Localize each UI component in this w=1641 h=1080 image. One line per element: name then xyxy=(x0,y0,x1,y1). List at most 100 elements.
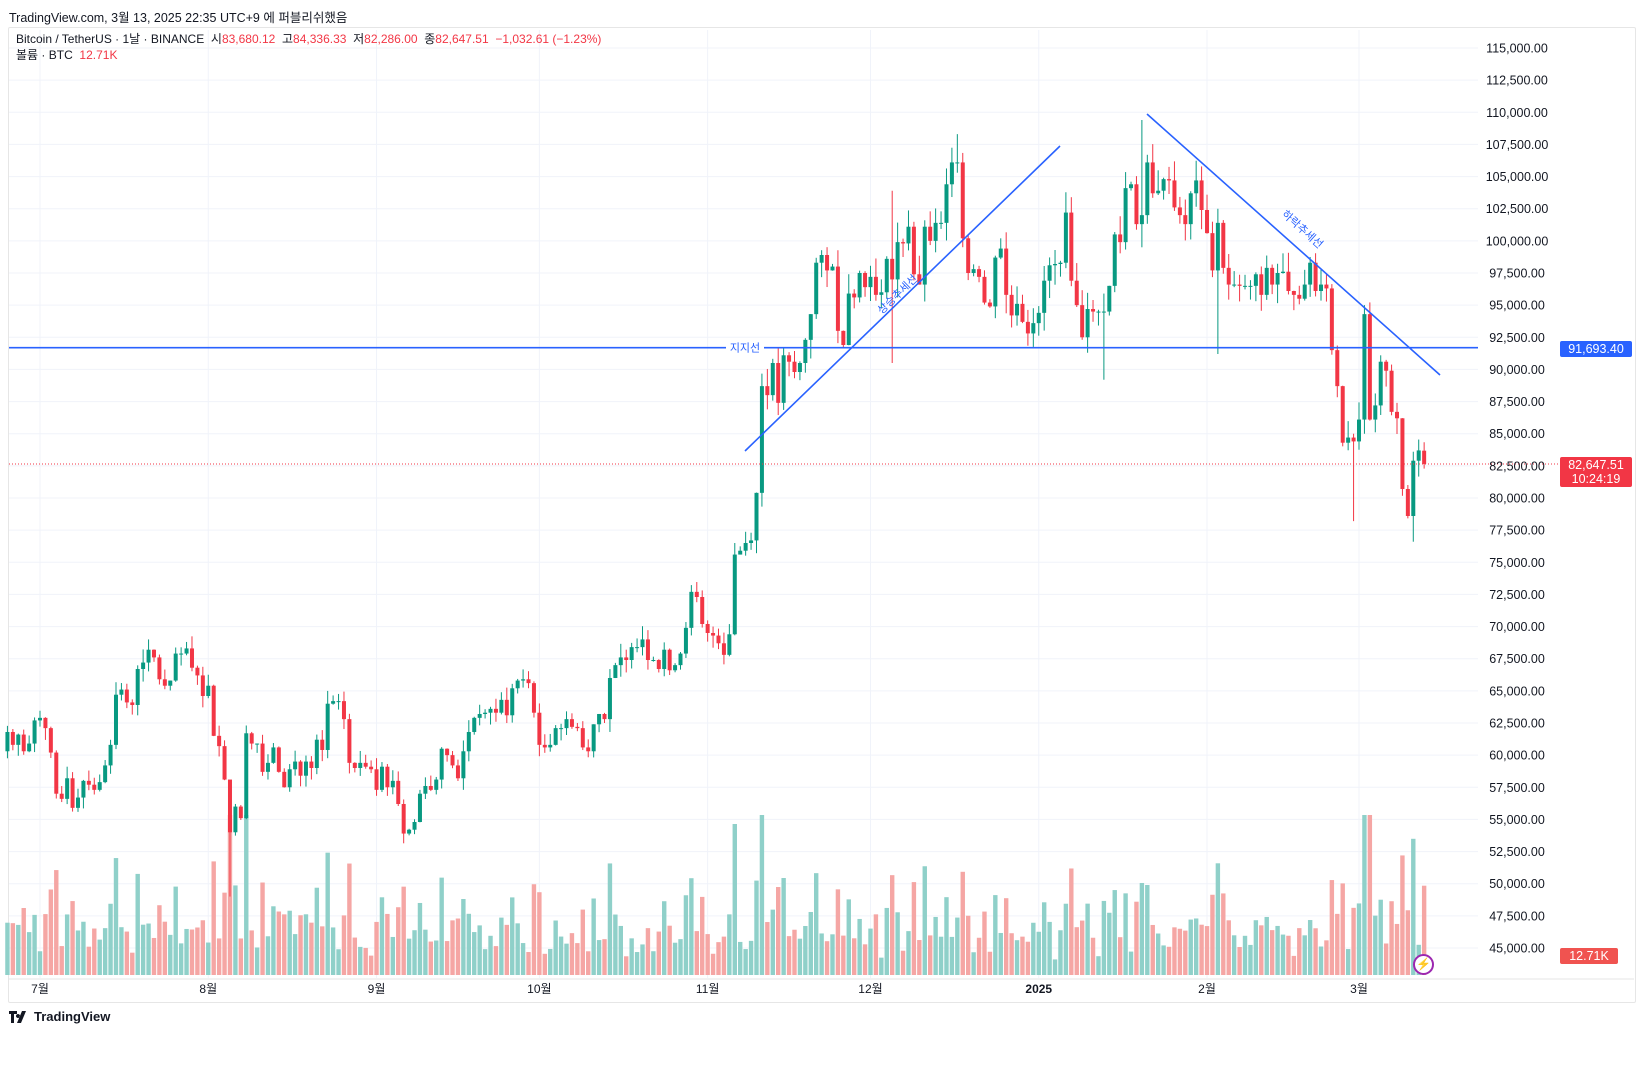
volume-bar xyxy=(325,852,330,975)
volume-bars xyxy=(5,815,1427,975)
candle-up xyxy=(933,222,938,241)
volume-bar xyxy=(602,939,607,975)
volume-bar xyxy=(629,938,634,975)
candle-down xyxy=(705,623,710,633)
candle-down xyxy=(1118,234,1123,243)
candle-up xyxy=(75,797,80,808)
candle-down xyxy=(211,685,216,736)
volume-bar xyxy=(1231,935,1237,975)
time-tick-label: 7월 xyxy=(31,982,49,996)
candle-up xyxy=(379,766,384,790)
symbol-title[interactable]: Bitcoin / TetherUS · 1날 · BINANCE xyxy=(16,32,205,46)
candle-down xyxy=(960,162,965,239)
candle-up xyxy=(1058,262,1063,264)
candle-up xyxy=(244,733,249,819)
candle-down xyxy=(1313,262,1318,291)
candle-down xyxy=(385,766,390,788)
volume-title[interactable]: 볼륨 · BTC xyxy=(16,47,73,62)
volume-bar xyxy=(596,940,602,975)
volume-bar xyxy=(135,873,140,975)
time-tick-label: 8월 xyxy=(199,982,217,996)
candle-down xyxy=(1199,180,1204,210)
candle-up xyxy=(1308,262,1313,285)
candle-down xyxy=(450,755,455,766)
volume-bar xyxy=(396,907,401,975)
candle-up xyxy=(749,540,754,543)
time-tick-label: 2025 xyxy=(1025,982,1052,996)
candle-up xyxy=(846,293,851,345)
candle-down xyxy=(1384,361,1389,371)
tradingview-logo[interactable]: TradingView xyxy=(9,1009,110,1024)
volume-bar xyxy=(949,936,955,975)
volume-bar xyxy=(1128,951,1134,975)
volume-bar xyxy=(347,863,352,975)
time-tick-label: 9월 xyxy=(368,982,386,996)
price-tick-label: 110,000.00 xyxy=(1486,106,1548,120)
volume-bar xyxy=(873,914,879,975)
candle-down xyxy=(238,806,243,819)
volume-bar xyxy=(1226,920,1231,975)
volume-bar xyxy=(265,936,271,975)
volume-bar xyxy=(721,936,727,975)
candle-down xyxy=(320,739,325,750)
volume-bar xyxy=(710,953,716,975)
candle-up xyxy=(618,657,623,666)
volume-bar xyxy=(998,932,1003,975)
candle-down xyxy=(542,744,547,748)
candle-down xyxy=(1422,450,1427,464)
volume-bar xyxy=(993,895,998,975)
volume-bar xyxy=(694,931,699,975)
volume-bar xyxy=(1188,919,1193,975)
volume-bar xyxy=(330,927,336,975)
candle-down xyxy=(222,746,227,780)
candle-down xyxy=(352,762,357,768)
candle-down xyxy=(124,689,129,703)
volume-bar xyxy=(531,884,537,975)
volume-bar xyxy=(1335,913,1340,975)
candle-up xyxy=(1036,312,1041,324)
price-tick-label: 90,000.00 xyxy=(1489,363,1545,377)
candle-up xyxy=(515,680,520,689)
volume-bar xyxy=(1394,923,1400,975)
price-tick-label: 72,500.00 xyxy=(1489,588,1545,602)
volume-bar xyxy=(119,927,124,975)
price-tick-label: 57,500.00 xyxy=(1489,781,1545,795)
candle-down xyxy=(531,683,536,713)
candle-down xyxy=(1286,271,1291,291)
candle-up xyxy=(1015,303,1020,316)
volume-bar xyxy=(81,921,86,975)
candle-down xyxy=(1389,370,1394,412)
volume-bar xyxy=(1264,916,1269,975)
volume-bar xyxy=(792,929,797,975)
candle-up xyxy=(417,793,422,822)
volume-bar xyxy=(808,911,813,975)
candle-up xyxy=(781,355,786,403)
candle-up xyxy=(971,269,976,273)
lightning-icon[interactable]: ⚡ xyxy=(1413,954,1434,975)
candle-down xyxy=(1340,386,1345,443)
volume-bar xyxy=(488,935,493,975)
volume-bar xyxy=(70,901,75,975)
last-price-value: 82,647.51 xyxy=(1568,458,1624,472)
volume-bar xyxy=(922,866,927,975)
volume-bar xyxy=(450,920,455,975)
candle-down xyxy=(656,659,661,669)
candle-up xyxy=(1264,267,1269,295)
volume-bar xyxy=(482,949,488,975)
candle-up xyxy=(1302,284,1307,299)
volume-bar xyxy=(759,815,765,975)
volume-bar xyxy=(700,896,705,975)
volume-bar xyxy=(987,951,993,975)
volume-bar xyxy=(1155,933,1161,975)
volume-bar xyxy=(607,863,613,975)
candle-up xyxy=(407,829,412,834)
candle-down xyxy=(890,258,895,280)
volume-bar xyxy=(520,943,526,975)
candle-down xyxy=(792,361,797,372)
candle-up xyxy=(1357,419,1362,442)
candle-down xyxy=(575,726,580,729)
candle-up xyxy=(255,743,260,745)
candle-down xyxy=(1150,162,1155,194)
volume-axis-label: 12.71K xyxy=(1560,948,1618,964)
